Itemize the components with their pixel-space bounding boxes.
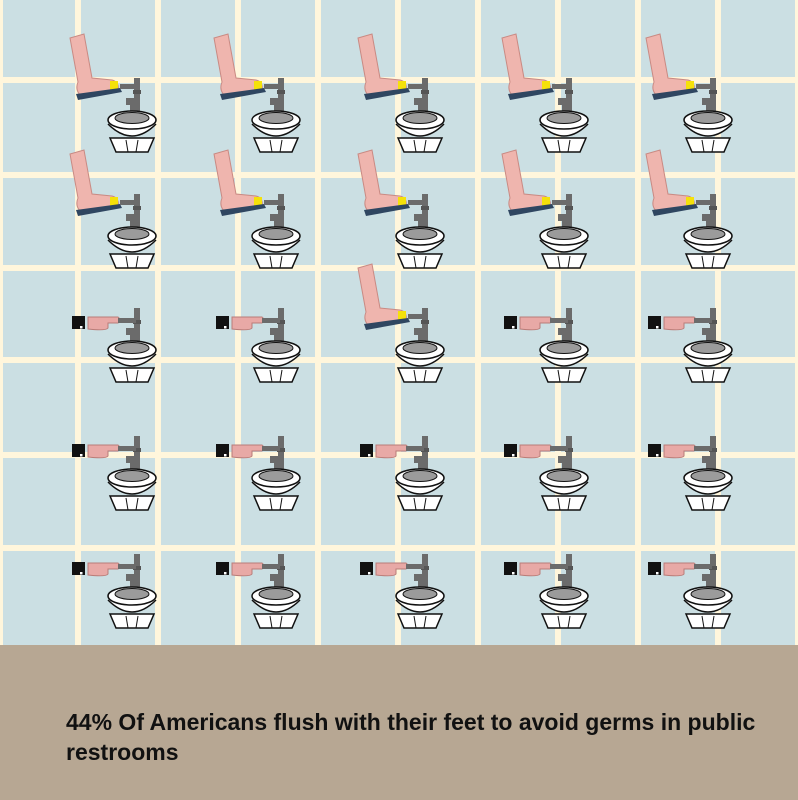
grout-vertical: [795, 0, 798, 645]
grout-horizontal: [0, 265, 798, 271]
grout-vertical: [155, 0, 161, 645]
grout-vertical: [635, 0, 641, 645]
chart-caption: 44% Of Americans flush with their feet t…: [66, 709, 756, 765]
grout-vertical: [315, 0, 321, 645]
restroom-tile-grid: [0, 0, 798, 645]
grout-vertical: [715, 0, 721, 645]
grout-vertical: [475, 0, 481, 645]
grout-vertical: [0, 0, 3, 645]
grout-horizontal: [0, 172, 798, 178]
grout-horizontal: [0, 357, 798, 363]
floor-band: [0, 645, 798, 800]
grout-horizontal: [0, 452, 798, 458]
grout-horizontal: [0, 545, 798, 551]
